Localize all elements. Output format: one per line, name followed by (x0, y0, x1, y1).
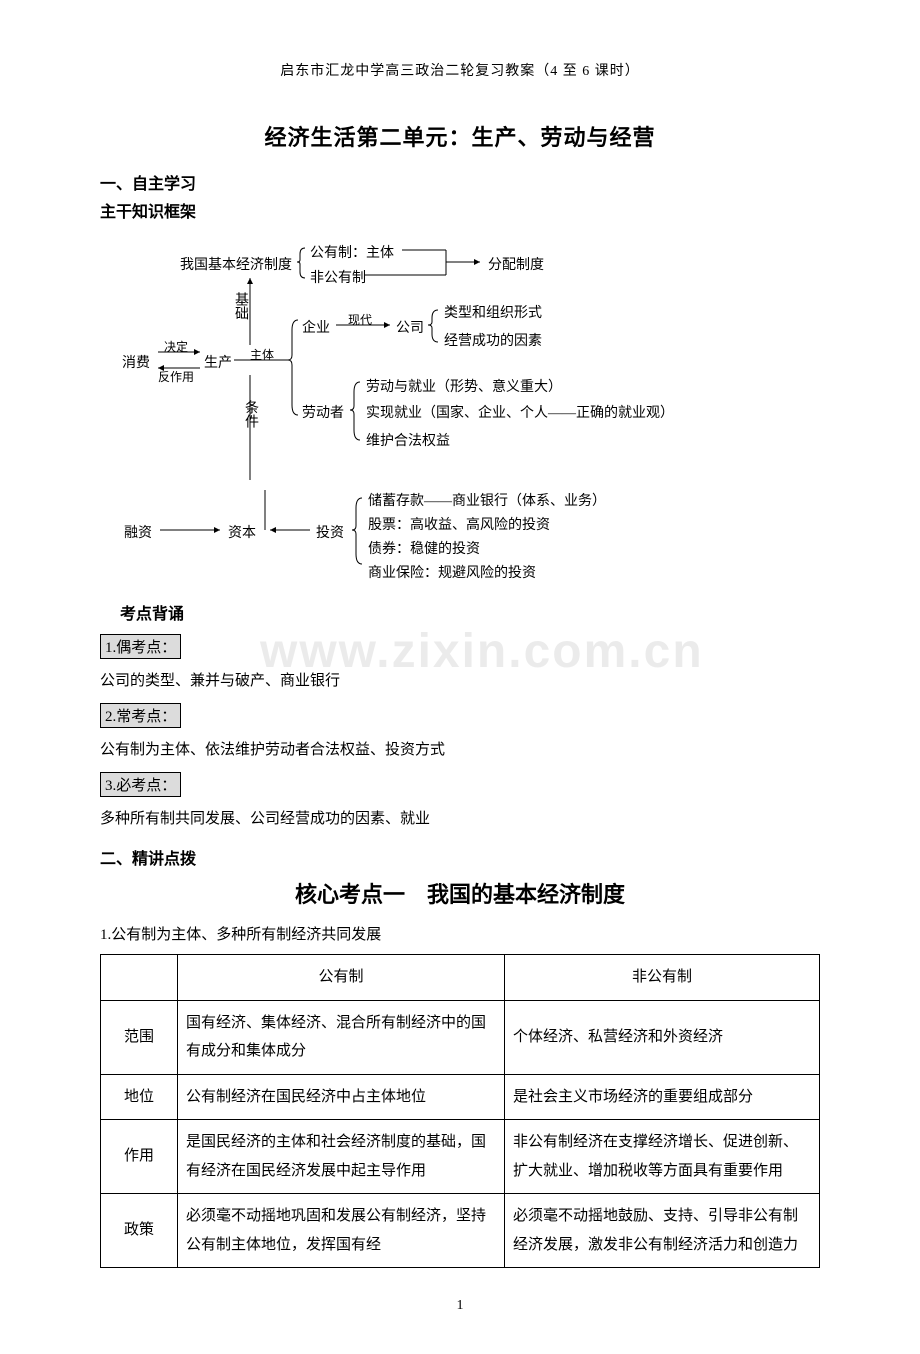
section-1-sub: 主干知识框架 (100, 198, 820, 222)
cell-r3c1: 是国民经济的主体和社会经济制度的基础，国有经济在国民经济发展中起主导作用 (178, 1120, 505, 1194)
dg-l2: 实现就业（国家、企业、个人——正确的就业观） (366, 402, 674, 422)
dg-finance: 融资 (124, 522, 152, 542)
table-row: 范围 国有经济、集体经济、混合所有制经济中的国有成分和集体成分 个体经济、私营经… (101, 1000, 820, 1074)
th-public: 公有制 (178, 955, 505, 1001)
kp3-text: 多种所有制共同发展、公司经营成功的因素、就业 (100, 807, 820, 831)
dg-l1: 劳动与就业（形势、意义重大） (366, 376, 562, 396)
core-topic-title: 核心考点一 我国的基本经济制度 (100, 877, 820, 909)
dg-l3: 维护合法权益 (366, 430, 450, 450)
kaodian-title: 考点背诵 (120, 600, 820, 624)
ownership-table: 公有制 非公有制 范围 国有经济、集体经济、混合所有制经济中的国有成分和集体成分… (100, 954, 820, 1268)
th-nonpublic: 非公有制 (505, 955, 820, 1001)
dg-i2: 股票：高收益、高风险的投资 (368, 514, 550, 534)
dg-public: 公有制：主体 (310, 242, 394, 262)
cell-r1c1: 国有经济、集体经济、混合所有制经济中的国有成分和集体成分 (178, 1000, 505, 1074)
dg-base: 基础 (230, 292, 250, 320)
dg-capital: 资本 (228, 522, 256, 542)
dg-subject: 主体 (250, 346, 274, 363)
dg-modern: 现代 (348, 311, 372, 328)
section-1-heading: 一、自主学习 (100, 170, 820, 194)
page-number: 1 (100, 1298, 820, 1314)
kp1-text: 公司的类型、兼并与破产、商业银行 (100, 669, 820, 693)
row-label-role: 作用 (101, 1120, 178, 1194)
dg-nonpublic: 非公有制 (310, 267, 366, 287)
dg-comp1: 类型和组织形式 (444, 302, 542, 322)
table-header-row: 公有制 非公有制 (101, 955, 820, 1001)
row-label-scope: 范围 (101, 1000, 178, 1074)
dg-react: 反作用 (158, 368, 194, 385)
cell-r4c1: 必须毫不动摇地巩固和发展公有制经济，坚持公有制主体地位，发挥国有经 (178, 1194, 505, 1268)
dg-determine: 决定 (164, 338, 188, 355)
dg-invest: 投资 (316, 522, 344, 542)
dg-cond: 条件 (240, 400, 260, 428)
cell-r3c2: 非公有制经济在支撑经济增长、促进创新、扩大就业、增加税收等方面具有重要作用 (505, 1120, 820, 1194)
dg-enterprise: 企业 (302, 317, 330, 337)
dg-i4: 商业保险：规避风险的投资 (368, 562, 536, 582)
th-blank (101, 955, 178, 1001)
running-header: 启东市汇龙中学高三政治二轮复习教案（4 至 6 课时） (100, 60, 820, 80)
kp2-text: 公有制为主体、依法维护劳动者合法权益、投资方式 (100, 738, 820, 762)
kp3-box: 3.必考点： (100, 772, 181, 797)
dg-basic-system: 我国基本经济制度 (180, 254, 292, 274)
cell-r1c2: 个体经济、私营经济和外资经济 (505, 1000, 820, 1074)
dg-company: 公司 (396, 317, 424, 337)
page: 启东市汇龙中学高三政治二轮复习教案（4 至 6 课时） 经济生活第二单元：生产、… (0, 0, 920, 1354)
page-title: 经济生活第二单元：生产、劳动与经营 (100, 120, 820, 152)
kp1-box: 1.偶考点： (100, 634, 181, 659)
knowledge-diagram: 我国基本经济制度 公有制：主体 非公有制 分配制度 基础 消费 决定 反作用 生… (100, 230, 820, 590)
table-row: 政策 必须毫不动摇地巩固和发展公有制经济，坚持公有制主体地位，发挥国有经 必须毫… (101, 1194, 820, 1268)
cell-r4c2: 必须毫不动摇地鼓励、支持、引导非公有制经济发展，激发非公有制经济活力和创造力 (505, 1194, 820, 1268)
section-2-heading: 二、精讲点拨 (100, 845, 820, 869)
core-sub: 1.公有制为主体、多种所有制经济共同发展 (100, 923, 820, 944)
dg-laborer: 劳动者 (302, 402, 344, 422)
row-label-position: 地位 (101, 1074, 178, 1120)
row-label-policy: 政策 (101, 1194, 178, 1268)
cell-r2c2: 是社会主义市场经济的重要组成部分 (505, 1074, 820, 1120)
dg-comp2: 经营成功的因素 (444, 330, 542, 350)
dg-i3: 债券：稳健的投资 (368, 538, 480, 558)
dg-produce: 生产 (204, 352, 232, 372)
table-row: 地位 公有制经济在国民经济中占主体地位 是社会主义市场经济的重要组成部分 (101, 1074, 820, 1120)
dg-distribution: 分配制度 (488, 254, 544, 274)
kp2-box: 2.常考点： (100, 703, 181, 728)
cell-r2c1: 公有制经济在国民经济中占主体地位 (178, 1074, 505, 1120)
table-row: 作用 是国民经济的主体和社会经济制度的基础，国有经济在国民经济发展中起主导作用 … (101, 1120, 820, 1194)
dg-consume: 消费 (122, 352, 150, 372)
dg-i1: 储蓄存款——商业银行（体系、业务） (368, 490, 606, 510)
